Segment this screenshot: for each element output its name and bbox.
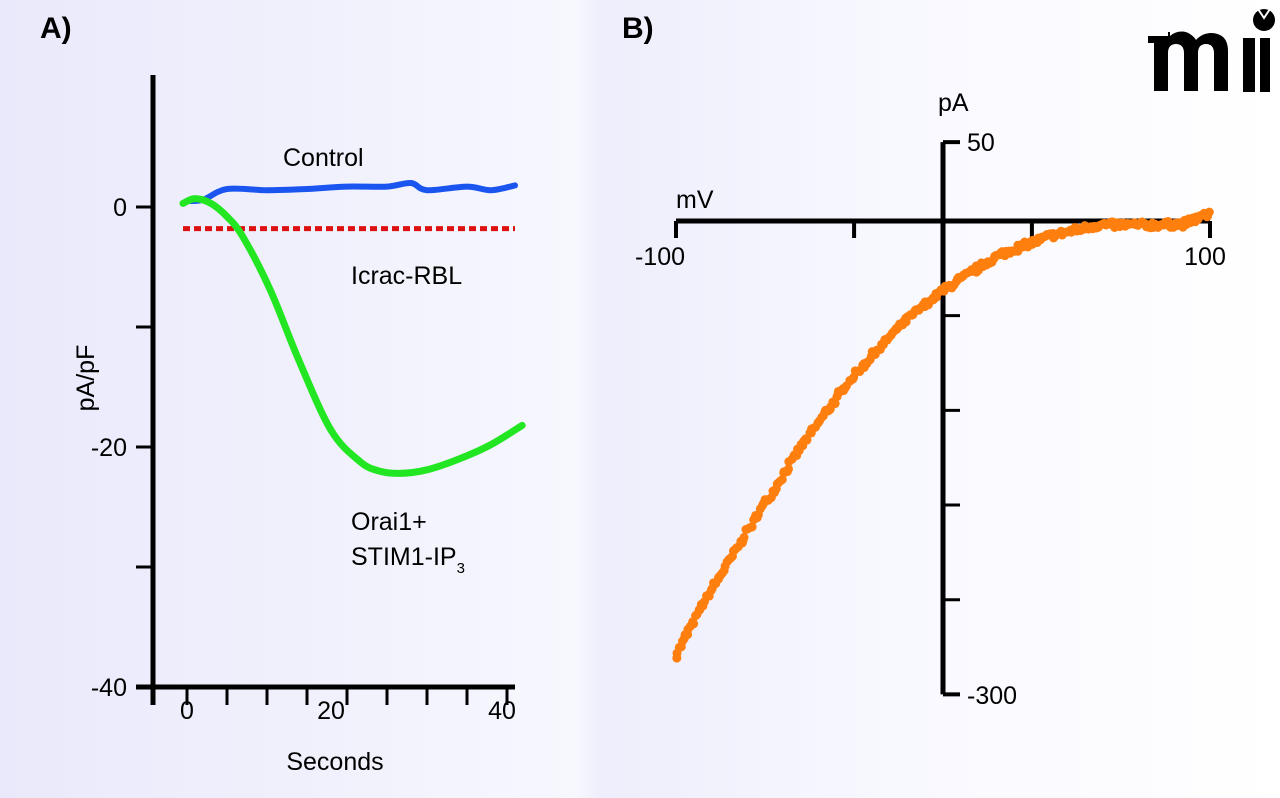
series-orai1-line: [179, 195, 526, 477]
panel-a-axes: [136, 75, 515, 705]
iv-trace-point: [739, 532, 749, 542]
panel-a: A) 0 20 40 0 -20 -40 Seconds pA/pF Contr…: [40, 12, 526, 776]
panel-b: B) mV pA -100 100 50 -300: [622, 12, 1226, 710]
y-axis-label: pA/pF: [72, 345, 100, 412]
y-tick-label: -40: [91, 674, 127, 702]
y-tick-label: 0: [113, 194, 127, 222]
iv-trace-point: [689, 619, 699, 629]
iv-trace-point: [802, 435, 812, 445]
series-label-stim1: STIM1-IP3: [351, 543, 465, 577]
series-label-icrac: Icrac-RBL: [351, 262, 462, 290]
y-tick-label: 50: [967, 129, 995, 157]
x-tick-label: 0: [180, 697, 194, 725]
y-tick-label: -20: [91, 434, 127, 462]
iv-trace-point: [1204, 207, 1214, 217]
iv-trace-point: [784, 464, 794, 474]
x-axis-label: Seconds: [286, 748, 383, 776]
mi-logo: [1148, 5, 1275, 92]
panel-a-series: [179, 179, 526, 477]
series-label-control: Control: [283, 144, 364, 172]
panel-b-label: B): [622, 12, 654, 45]
panel-a-label: A): [40, 12, 72, 45]
series-label-orai1: Orai1+: [351, 508, 427, 536]
x-tick-label: -100: [635, 243, 685, 271]
iv-trace-point: [747, 522, 757, 532]
iv-trace-point: [830, 399, 840, 409]
y-tick-label: -300: [967, 682, 1017, 710]
x-tick-label: 20: [317, 697, 345, 725]
x-tick-label: 100: [1184, 243, 1226, 271]
x-tick-label: 40: [488, 697, 516, 725]
series-control-line: [184, 179, 518, 205]
y-axis-label: pA: [938, 89, 969, 117]
panel-b-series: [672, 207, 1214, 663]
x-axis-label: mV: [676, 186, 714, 214]
